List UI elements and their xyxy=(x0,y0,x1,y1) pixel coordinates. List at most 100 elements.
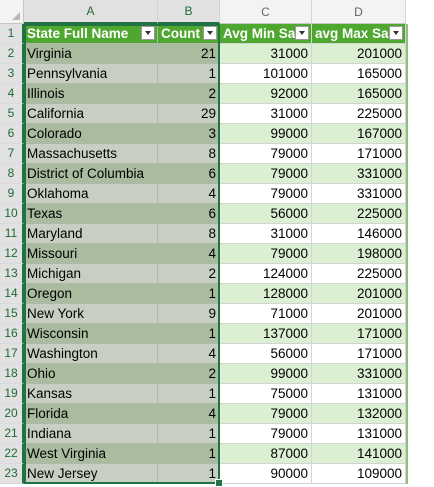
filter-dropdown-icon[interactable] xyxy=(203,26,217,40)
row-header[interactable]: 12 xyxy=(0,244,24,264)
row-header[interactable]: 14 xyxy=(0,284,24,304)
avg-min-salary-cell[interactable]: 31000 xyxy=(220,44,312,64)
row-header[interactable]: 17 xyxy=(0,344,24,364)
state-name-cell[interactable]: Massachusetts xyxy=(24,144,158,164)
state-name-cell[interactable]: Missouri xyxy=(24,244,158,264)
table-header-cell[interactable]: State Full Name xyxy=(24,24,158,44)
row-header[interactable]: 10 xyxy=(0,204,24,224)
state-name-cell[interactable]: New York xyxy=(24,304,158,324)
row-header[interactable]: 22 xyxy=(0,444,24,464)
state-name-cell[interactable]: Ohio xyxy=(24,364,158,384)
avg-max-salary-cell[interactable]: 141000 xyxy=(312,444,406,464)
avg-max-salary-cell[interactable]: 131000 xyxy=(312,424,406,444)
avg-max-salary-cell[interactable]: 331000 xyxy=(312,164,406,184)
avg-min-salary-cell[interactable]: 90000 xyxy=(220,464,312,484)
avg-min-salary-cell[interactable]: 137000 xyxy=(220,324,312,344)
state-name-cell[interactable]: Oregon xyxy=(24,284,158,304)
table-header-cell[interactable]: avg Max Sal xyxy=(312,24,406,44)
count-cell[interactable]: 2 xyxy=(158,264,220,284)
avg-max-salary-cell[interactable]: 171000 xyxy=(312,144,406,164)
row-header[interactable]: 18 xyxy=(0,364,24,384)
avg-max-salary-cell[interactable]: 331000 xyxy=(312,184,406,204)
count-cell[interactable]: 1 xyxy=(158,464,220,484)
state-name-cell[interactable]: Colorado xyxy=(24,124,158,144)
count-cell[interactable]: 29 xyxy=(158,104,220,124)
count-cell[interactable]: 1 xyxy=(158,284,220,304)
row-header[interactable]: 15 xyxy=(0,304,24,324)
count-cell[interactable]: 4 xyxy=(158,404,220,424)
filter-dropdown-icon[interactable] xyxy=(141,26,155,40)
avg-min-salary-cell[interactable]: 101000 xyxy=(220,64,312,84)
count-cell[interactable]: 4 xyxy=(158,184,220,204)
avg-min-salary-cell[interactable]: 31000 xyxy=(220,104,312,124)
count-cell[interactable]: 1 xyxy=(158,384,220,404)
state-name-cell[interactable]: Washington xyxy=(24,344,158,364)
count-cell[interactable]: 1 xyxy=(158,64,220,84)
row-header[interactable]: 21 xyxy=(0,424,24,444)
row-header[interactable]: 6 xyxy=(0,124,24,144)
avg-max-salary-cell[interactable]: 225000 xyxy=(312,104,406,124)
count-cell[interactable]: 3 xyxy=(158,124,220,144)
avg-max-salary-cell[interactable]: 225000 xyxy=(312,264,406,284)
state-name-cell[interactable]: Texas xyxy=(24,204,158,224)
avg-min-salary-cell[interactable]: 87000 xyxy=(220,444,312,464)
avg-min-salary-cell[interactable]: 124000 xyxy=(220,264,312,284)
state-name-cell[interactable]: Indiana xyxy=(24,424,158,444)
count-cell[interactable]: 1 xyxy=(158,324,220,344)
row-header[interactable]: 9 xyxy=(0,184,24,204)
count-cell[interactable]: 6 xyxy=(158,164,220,184)
avg-min-salary-cell[interactable]: 31000 xyxy=(220,224,312,244)
avg-min-salary-cell[interactable]: 99000 xyxy=(220,364,312,384)
state-name-cell[interactable]: Michigan xyxy=(24,264,158,284)
avg-max-salary-cell[interactable]: 171000 xyxy=(312,344,406,364)
avg-min-salary-cell[interactable]: 79000 xyxy=(220,424,312,444)
count-cell[interactable]: 8 xyxy=(158,224,220,244)
row-header[interactable]: 4 xyxy=(0,84,24,104)
avg-max-salary-cell[interactable]: 132000 xyxy=(312,404,406,424)
avg-min-salary-cell[interactable]: 99000 xyxy=(220,124,312,144)
avg-max-salary-cell[interactable]: 165000 xyxy=(312,84,406,104)
avg-max-salary-cell[interactable]: 201000 xyxy=(312,284,406,304)
avg-min-salary-cell[interactable]: 56000 xyxy=(220,344,312,364)
count-cell[interactable]: 1 xyxy=(158,424,220,444)
avg-max-salary-cell[interactable]: 171000 xyxy=(312,324,406,344)
avg-min-salary-cell[interactable]: 79000 xyxy=(220,144,312,164)
count-cell[interactable]: 2 xyxy=(158,364,220,384)
table-header-cell[interactable]: Avg Min Sal xyxy=(220,24,312,44)
count-cell[interactable]: 9 xyxy=(158,304,220,324)
avg-max-salary-cell[interactable]: 131000 xyxy=(312,384,406,404)
row-header[interactable]: 7 xyxy=(0,144,24,164)
count-cell[interactable]: 4 xyxy=(158,344,220,364)
avg-max-salary-cell[interactable]: 331000 xyxy=(312,364,406,384)
avg-min-salary-cell[interactable]: 71000 xyxy=(220,304,312,324)
filter-dropdown-icon[interactable] xyxy=(295,26,309,40)
state-name-cell[interactable]: Illinois xyxy=(24,84,158,104)
count-cell[interactable]: 21 xyxy=(158,44,220,64)
count-cell[interactable]: 2 xyxy=(158,84,220,104)
avg-max-salary-cell[interactable]: 146000 xyxy=(312,224,406,244)
state-name-cell[interactable]: Florida xyxy=(24,404,158,424)
count-cell[interactable]: 1 xyxy=(158,444,220,464)
state-name-cell[interactable]: Virginia xyxy=(24,44,158,64)
avg-min-salary-cell[interactable]: 92000 xyxy=(220,84,312,104)
avg-max-salary-cell[interactable]: 201000 xyxy=(312,304,406,324)
row-header[interactable]: 2 xyxy=(0,44,24,64)
avg-min-salary-cell[interactable]: 79000 xyxy=(220,404,312,424)
row-header[interactable]: 16 xyxy=(0,324,24,344)
avg-min-salary-cell[interactable]: 75000 xyxy=(220,384,312,404)
select-all-corner[interactable] xyxy=(0,0,24,24)
state-name-cell[interactable]: Oklahoma xyxy=(24,184,158,204)
row-header[interactable]: 5 xyxy=(0,104,24,124)
avg-min-salary-cell[interactable]: 79000 xyxy=(220,164,312,184)
avg-max-salary-cell[interactable]: 201000 xyxy=(312,44,406,64)
avg-min-salary-cell[interactable]: 79000 xyxy=(220,244,312,264)
state-name-cell[interactable]: Wisconsin xyxy=(24,324,158,344)
avg-max-salary-cell[interactable]: 198000 xyxy=(312,244,406,264)
avg-max-salary-cell[interactable]: 167000 xyxy=(312,124,406,144)
avg-min-salary-cell[interactable]: 79000 xyxy=(220,184,312,204)
state-name-cell[interactable]: New Jersey xyxy=(24,464,158,484)
avg-max-salary-cell[interactable]: 225000 xyxy=(312,204,406,224)
row-header[interactable]: 13 xyxy=(0,264,24,284)
state-name-cell[interactable]: Kansas xyxy=(24,384,158,404)
table-header-cell[interactable]: Count xyxy=(158,24,220,44)
